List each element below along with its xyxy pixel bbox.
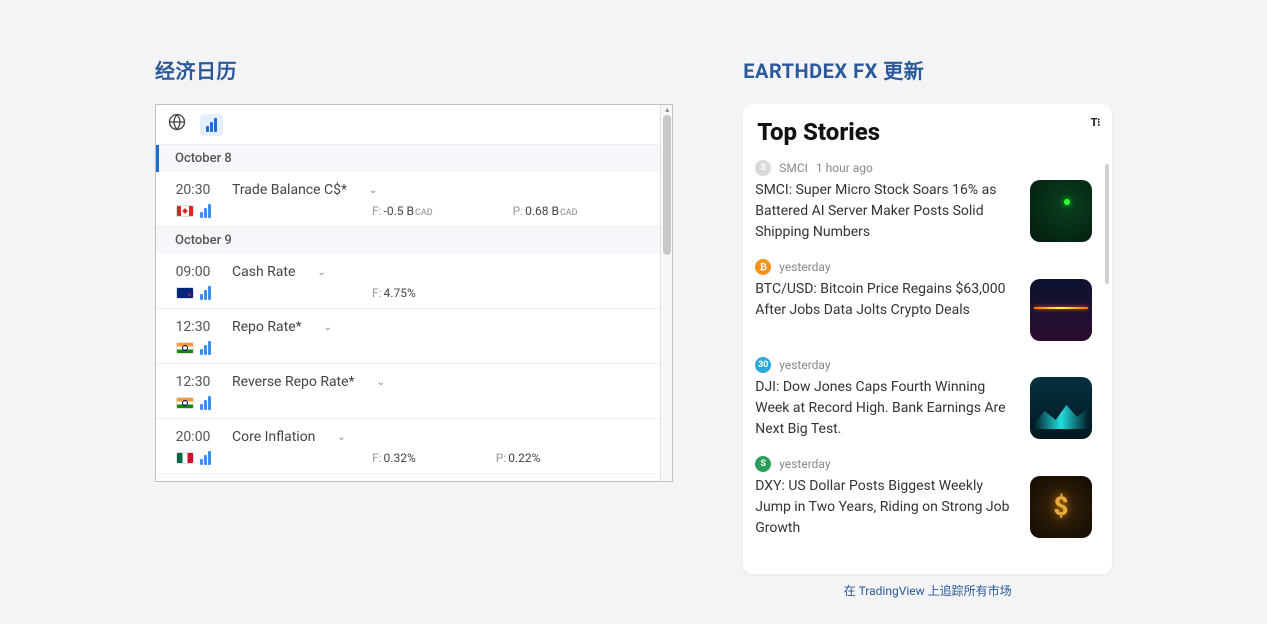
impact-bars-icon <box>200 286 211 300</box>
calendar-widget: October 8 20:30 Trade Balance C$* ⌄ F:-0… <box>155 104 673 482</box>
news-section-title: EARTHDEX FX 更新 <box>743 55 1112 84</box>
event-time: 20:30 <box>172 182 214 198</box>
event-title: Repo Rate* <box>232 319 302 335</box>
story-ticker: SMCI <box>779 161 808 175</box>
forecast-value: F:4.75% <box>372 286 416 300</box>
event-time: 12:30 <box>172 374 214 390</box>
story-headline: DJI: Dow Jones Caps Fourth Winning Week … <box>755 377 1018 440</box>
flag-mexico-icon <box>176 452 194 464</box>
calendar-event-row[interactable]: 20:30 Trade Balance C$* ⌄ F:-0.5 BCAD P:… <box>156 172 672 227</box>
scrollbar-thumb[interactable] <box>663 115 671 255</box>
chevron-down-icon: ⌄ <box>369 185 377 196</box>
chevron-down-icon: ⌄ <box>377 377 385 388</box>
news-scrollbar[interactable] <box>1105 164 1109 284</box>
forecast-value: F:0.32% <box>372 451 416 465</box>
tradingview-footer-link[interactable]: 在 TradingView 上追踪所有市场 <box>743 582 1112 599</box>
calendar-event-row[interactable]: 09:00 Cash Rate ⌄ F:4.75% <box>156 254 672 309</box>
globe-icon[interactable] <box>168 113 186 136</box>
story-thumbnail <box>1030 180 1092 242</box>
date-header-oct9: October 9 <box>156 227 672 254</box>
news-widget: T⁝ Top Stories S SMCI 1 hour ago SMCI: S… <box>743 104 1112 574</box>
story-time: 1 hour ago <box>816 161 873 175</box>
date-header-oct8: October 8 <box>156 145 672 172</box>
flag-canada-icon <box>176 205 194 217</box>
story-thumbnail <box>1030 476 1092 538</box>
impact-bars-icon <box>200 451 211 465</box>
event-time: 09:00 <box>172 264 214 280</box>
story-time: yesterday <box>779 457 830 471</box>
story-time: yesterday <box>779 358 830 372</box>
calendar-section-title: 经济日历 <box>155 55 673 84</box>
impact-bars-icon <box>200 396 211 410</box>
news-story[interactable]: S SMCI 1 hour ago SMCI: Super Micro Stoc… <box>755 160 1100 243</box>
chevron-down-icon: ⌄ <box>337 432 345 443</box>
story-thumbnail <box>1030 377 1092 439</box>
calendar-event-row[interactable]: 12:30 Repo Rate* ⌄ <box>156 309 672 364</box>
flag-india-icon <box>176 397 194 409</box>
event-time: 20:00 <box>172 429 214 445</box>
flag-nz-icon <box>176 287 194 299</box>
impact-bars-icon <box>200 341 211 355</box>
event-time: 12:30 <box>172 319 214 335</box>
story-headline: BTC/USD: Bitcoin Price Regains $63,000 A… <box>755 279 1018 321</box>
previous-value: P:0.22% <box>496 451 541 465</box>
event-title: Trade Balance C$* <box>232 182 347 198</box>
previous-value: P:0.68 BCAD <box>513 204 578 218</box>
impact-bars-icon <box>200 204 211 218</box>
chart-view-toggle[interactable] <box>200 114 223 136</box>
story-headline: DXY: US Dollar Posts Biggest Weekly Jump… <box>755 476 1018 539</box>
calendar-event-row[interactable]: 12:30 Reverse Repo Rate* ⌄ <box>156 364 672 419</box>
calendar-toolbar <box>156 105 672 145</box>
chevron-down-icon: ⌄ <box>324 322 332 333</box>
tradingview-logo-icon[interactable]: T⁝ <box>1091 116 1100 129</box>
bar-chart-icon <box>206 118 217 132</box>
story-time: yesterday <box>779 260 830 274</box>
calendar-event-row[interactable]: 20:00 Core Inflation ⌄ F:0.32% P:0.22% <box>156 419 672 474</box>
story-badge-icon: S <box>755 456 771 472</box>
event-title: Reverse Repo Rate* <box>232 374 355 390</box>
news-story[interactable]: 30 yesterday DJI: Dow Jones Caps Fourth … <box>755 357 1100 440</box>
calendar-scrollbar[interactable]: ▴ <box>660 105 672 481</box>
news-widget-title: Top Stories <box>755 118 1100 146</box>
news-story[interactable]: S yesterday DXY: US Dollar Posts Biggest… <box>755 456 1100 539</box>
event-title: Cash Rate <box>232 264 295 280</box>
forecast-value: F:-0.5 BCAD <box>372 204 433 218</box>
story-badge-icon: 30 <box>755 357 771 373</box>
story-badge-icon: S <box>755 160 771 176</box>
event-title: Core Inflation <box>232 429 315 445</box>
story-headline: SMCI: Super Micro Stock Soars 16% as Bat… <box>755 180 1018 243</box>
story-badge-icon: ₿ <box>755 259 771 275</box>
story-thumbnail <box>1030 279 1092 341</box>
flag-india-icon <box>176 342 194 354</box>
news-story[interactable]: ₿ yesterday BTC/USD: Bitcoin Price Regai… <box>755 259 1100 341</box>
chevron-down-icon: ⌄ <box>317 267 325 278</box>
